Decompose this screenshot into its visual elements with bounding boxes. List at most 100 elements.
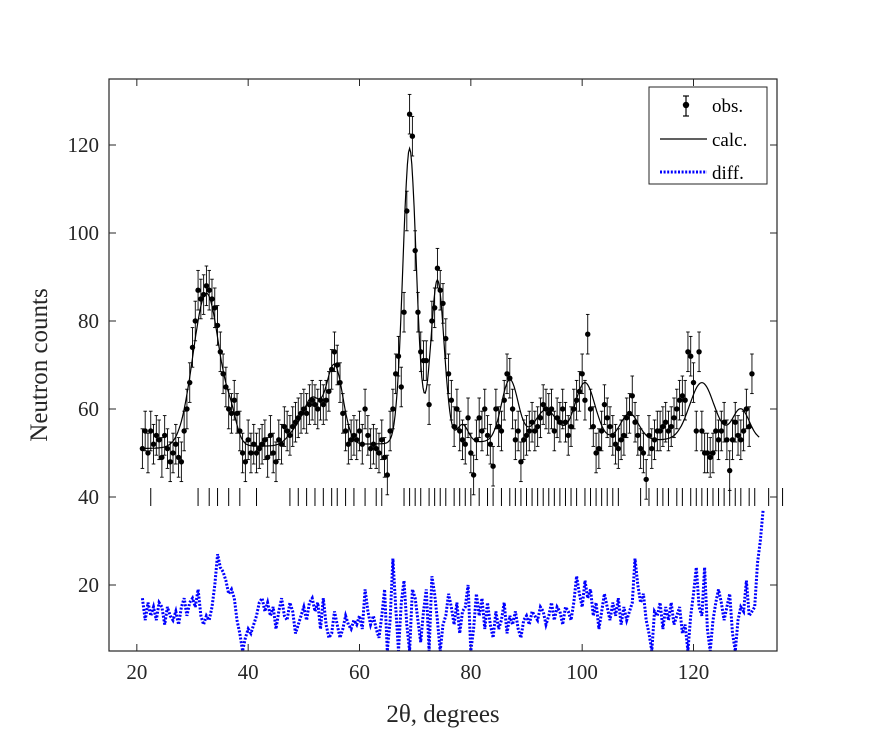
obs-point	[649, 428, 655, 469]
obs-point	[379, 419, 385, 461]
obs-point	[351, 415, 357, 456]
obs-point	[381, 437, 388, 478]
obs-point	[507, 357, 513, 399]
x-tick-label: 40	[238, 660, 259, 684]
obs-point	[521, 419, 527, 461]
obs-point	[688, 335, 694, 377]
obs-point	[557, 401, 563, 443]
obs-point	[284, 410, 290, 452]
obs-point	[217, 331, 224, 373]
obs-point	[593, 432, 599, 474]
obs-point	[290, 406, 296, 447]
obs-point	[337, 362, 343, 403]
obs-point	[220, 353, 226, 395]
obs-point	[629, 375, 635, 417]
obs-point	[715, 419, 722, 461]
x-tick-label: 60	[349, 660, 370, 684]
obs-point	[195, 269, 201, 311]
obs-point	[356, 410, 363, 452]
reflection-markers	[150, 488, 784, 506]
obs-point	[159, 437, 165, 478]
obs-point	[523, 415, 530, 456]
obs-point	[559, 388, 566, 430]
obs-point	[571, 388, 577, 430]
obs-point	[367, 428, 374, 469]
obs-point	[342, 410, 349, 452]
obs-point	[490, 445, 496, 487]
obs-point	[150, 423, 157, 465]
obs-point	[376, 432, 382, 474]
obs-point	[451, 406, 457, 447]
y-axis-label: Neutron counts	[26, 288, 53, 441]
obs-point	[548, 388, 555, 430]
obs-point	[682, 379, 688, 421]
obs-point	[167, 441, 173, 483]
obs-point	[418, 331, 424, 373]
obs-point	[359, 423, 365, 465]
obs-point	[412, 230, 418, 271]
legend: obs. calc. diff.	[648, 86, 768, 185]
obs-point	[704, 432, 711, 474]
obs-point	[148, 410, 154, 452]
obs-point	[554, 397, 560, 439]
obs-point	[596, 428, 602, 469]
obs-point	[721, 401, 727, 443]
obs-point	[457, 410, 463, 452]
obs-point	[295, 397, 301, 439]
obs-point	[518, 441, 524, 483]
obs-point	[454, 388, 460, 430]
obs-point	[317, 379, 324, 421]
obs-point	[326, 371, 332, 412]
obs-point	[612, 423, 619, 465]
obs-point	[598, 410, 605, 452]
obs-point	[164, 428, 171, 469]
obs-point	[526, 410, 532, 452]
obs-point	[696, 331, 702, 373]
obs-point	[749, 353, 755, 395]
obs-point	[637, 428, 644, 469]
obs-point	[640, 432, 647, 474]
obs-point	[248, 432, 254, 474]
obs-point	[676, 379, 683, 421]
obs-point	[604, 397, 610, 439]
observed-points	[139, 93, 755, 500]
obs-point	[234, 393, 240, 434]
calc-line	[142, 146, 760, 450]
obs-point	[582, 379, 588, 421]
obs-point	[487, 423, 494, 465]
obs-point	[278, 423, 285, 465]
obs-point	[512, 419, 519, 461]
obs-point	[624, 397, 630, 439]
obs-point	[334, 344, 340, 386]
obs-point	[390, 388, 396, 430]
obs-point	[245, 419, 251, 461]
obs-point	[415, 291, 421, 333]
obs-point	[309, 379, 315, 421]
obs-point	[493, 388, 499, 430]
obs-point	[743, 388, 750, 430]
obs-point	[546, 393, 552, 434]
legend-diff-label: diff.	[712, 163, 744, 184]
obs-point	[392, 353, 399, 395]
obs-point	[740, 410, 747, 452]
obs-point	[501, 379, 507, 421]
obs-point	[693, 410, 699, 452]
obs-point	[270, 432, 276, 474]
obs-point	[585, 313, 591, 355]
obs-point	[484, 415, 491, 456]
obs-point	[576, 371, 583, 412]
obs-point	[387, 410, 393, 452]
obs-point	[156, 419, 162, 461]
obs-point	[173, 423, 179, 465]
obs-point	[426, 384, 432, 425]
obs-point	[468, 432, 474, 474]
obs-point	[443, 318, 449, 359]
obs-point	[732, 401, 738, 443]
obs-point	[242, 441, 249, 483]
y-tick-label: 100	[68, 221, 100, 245]
obs-point	[161, 415, 168, 456]
obs-point	[590, 406, 596, 447]
obs-point	[543, 388, 549, 430]
obs-point	[354, 419, 360, 461]
